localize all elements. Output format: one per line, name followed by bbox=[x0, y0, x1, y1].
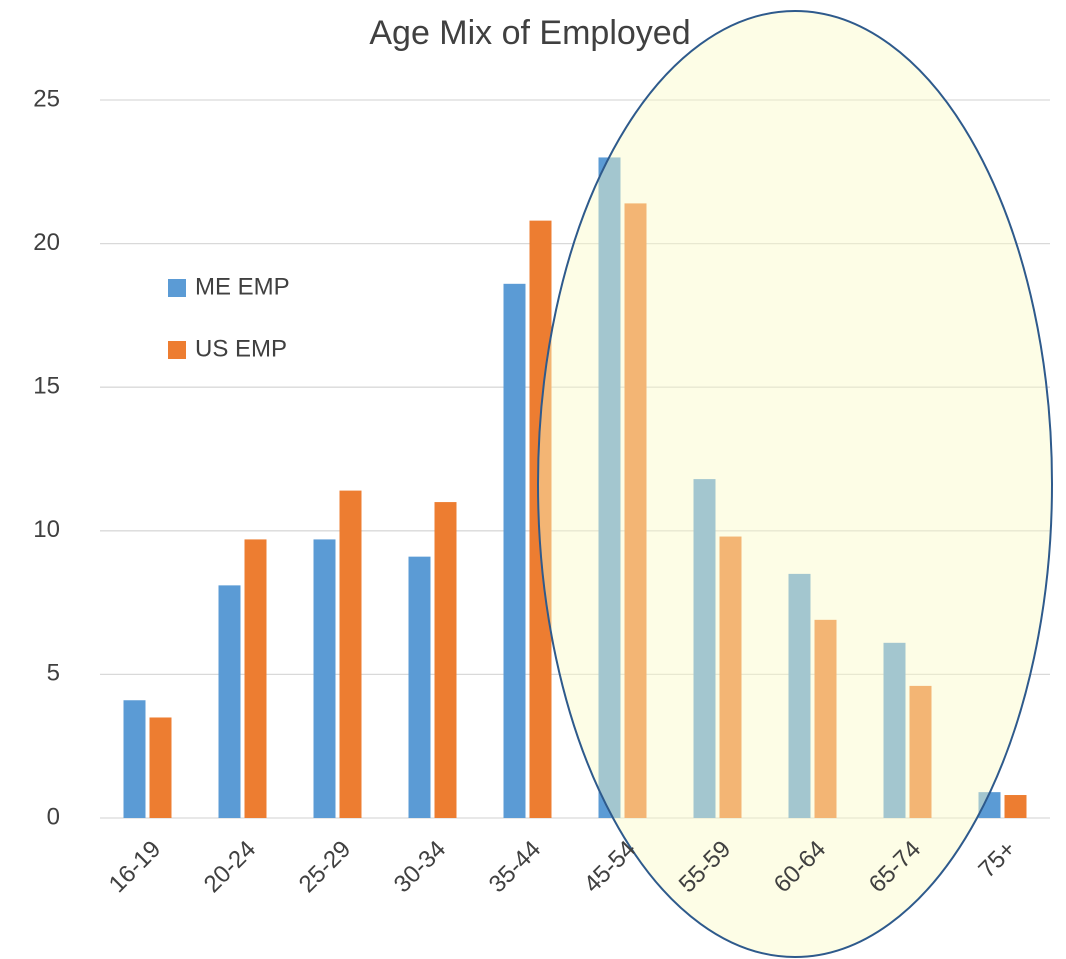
y-tick-label: 20 bbox=[33, 229, 60, 256]
legend-label: ME EMP bbox=[195, 273, 290, 300]
bar bbox=[598, 157, 621, 818]
bar bbox=[503, 283, 526, 819]
y-tick-label: 10 bbox=[33, 516, 60, 543]
x-tick-label: 20-24 bbox=[199, 836, 262, 899]
bar bbox=[408, 556, 431, 818]
bar bbox=[719, 536, 742, 818]
bar bbox=[123, 700, 146, 818]
x-tick-label: 16-19 bbox=[104, 836, 167, 899]
bar bbox=[883, 642, 906, 818]
x-tick-label: 75+ bbox=[973, 836, 1021, 884]
y-tick-label: 25 bbox=[33, 85, 60, 112]
y-tick-label: 5 bbox=[47, 660, 60, 687]
x-tick-label: 25-29 bbox=[294, 836, 357, 899]
legend-swatch bbox=[168, 279, 186, 297]
y-tick-label: 0 bbox=[47, 803, 60, 830]
chart-title: Age Mix of Employed bbox=[369, 14, 690, 52]
bar bbox=[814, 619, 837, 818]
bar bbox=[149, 717, 172, 818]
bar bbox=[693, 479, 716, 818]
bar bbox=[218, 585, 241, 818]
legend-label: US EMP bbox=[195, 335, 287, 362]
bar bbox=[313, 539, 336, 818]
bar bbox=[244, 539, 267, 818]
bar bbox=[1004, 795, 1027, 818]
legend-swatch bbox=[168, 341, 186, 359]
bar bbox=[909, 685, 932, 818]
x-tick-label: 35-44 bbox=[484, 836, 547, 899]
y-tick-label: 15 bbox=[33, 373, 60, 400]
highlight-ellipse bbox=[537, 10, 1053, 958]
bar bbox=[788, 573, 811, 818]
bar bbox=[339, 490, 362, 818]
bar bbox=[624, 203, 647, 819]
x-tick-label: 30-34 bbox=[389, 836, 452, 899]
bar bbox=[978, 792, 1001, 818]
bar bbox=[434, 502, 457, 818]
